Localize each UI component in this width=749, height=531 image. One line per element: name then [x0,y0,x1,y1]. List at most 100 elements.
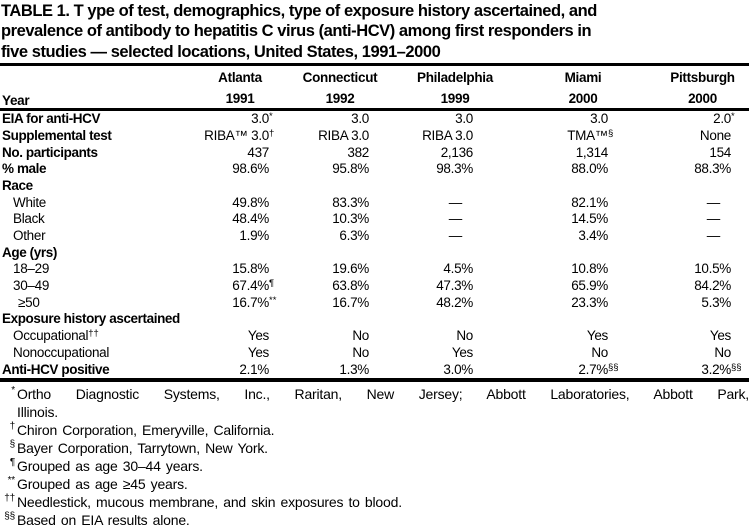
table-cell: — [611,228,734,245]
table-cell: None [611,128,734,145]
table-cell: 437 [200,145,272,162]
table-cell: 3.0% [372,362,476,379]
footnote: * Ortho Diagnostic Systems, Inc., Raritan… [0,385,749,421]
table-cell: 3.0 [476,111,611,128]
row-label-text: No. participants [2,144,98,160]
column-header-city: Philadelphia [417,70,493,86]
table-cell: 3.2%§§ [701,361,742,377]
table-cell: 3.0 [272,111,372,128]
header-year-row: Year 1991 1992 1999 2000 2000 [0,87,749,108]
table-row: 18–29 15.8% 19.6% 4.5% 10.8% 10.5% [0,261,749,278]
row-label-text: Anti-HCV positive [2,361,110,377]
row-label-text: 30–49 [13,278,50,294]
table-cell: Yes [611,328,734,345]
table-cell: No [611,345,734,362]
table-cell: 15.8% [200,261,272,278]
table-cell: 154 [611,145,734,162]
table-cell: 82.1% [476,195,611,212]
table-row: EIA for anti-HCV 3.0* 3.0 3.0 3.0 2.0* [0,111,749,128]
footnote-text: Needlestick, mucous membrane, and skin e… [17,494,402,511]
table-cell: 49.8% [200,195,272,212]
column-header-year: 1991 [225,91,255,107]
table-cell: — [611,195,734,212]
row-label: Occupational†† [0,328,200,345]
table-cell: RIBA™ 3.0† [204,127,275,143]
footnote: †† Needlestick, mucous membrane, and skin… [0,493,749,511]
table-cell: 95.8% [272,161,372,178]
cell-value: 48.2% [436,294,473,310]
row-label: ≥50 [0,295,200,312]
row-label: % male [0,161,200,178]
cell-value: No [456,328,473,344]
table-cell: Yes [200,345,272,362]
table-cell: 48.2% [372,295,476,312]
table-cell: 1.9% [200,228,272,245]
row-label: No. participants [0,145,200,162]
cell-value: 1.9% [239,228,269,244]
table-cell: 3.0* [251,111,273,127]
cell-value: 3.0 [455,111,473,127]
row-label: Black [0,211,200,228]
footnote-marker: ** [7,475,16,487]
footnote-marker: §§ [4,511,15,523]
row-label-text: % male [2,161,47,177]
row-label-text: EIA for anti-HCV [2,111,101,127]
table-cell: No [476,345,611,362]
cell-value: Yes [451,344,473,360]
cell-value: 6.3% [339,228,369,244]
cell-value: No [352,328,369,344]
row-label: Supplemental test [0,128,200,145]
cell-value: 48.4% [232,211,269,227]
cell-value: 19.6% [332,261,369,277]
cell-value: 10.3% [332,211,369,227]
column-header-city: Miami [564,70,602,86]
footnote-text: Chiron Corporation, Emeryville, Californ… [17,422,275,439]
table-cell: 19.6% [272,261,372,278]
table-title: TABLE 1. T ype of test, demographics, ty… [0,0,749,62]
table-cell: RIBA 3.0 [372,128,476,145]
table-cell: TMA™§ [567,127,614,143]
table-cell: 3.4% [476,228,611,245]
row-label-text: 18–29 [13,261,50,277]
footnote-text: Ortho Diagnostic Systems, Inc., Raritan,… [17,385,749,421]
table-cell: 10.5% [611,261,734,278]
table-cell: No [272,328,372,345]
table-cell: 67.4%¶ [232,278,275,294]
cell-value: 14.5% [571,211,608,227]
cell-value: Yes [586,328,608,344]
cell-value: 3.4% [578,228,608,244]
table-cell: 83.3% [272,195,372,212]
cell-value: 3.0 [251,111,269,127]
footnote-text: Grouped as age ≥45 years. [17,476,188,493]
table-cell: 3.0 [372,111,476,128]
cell-value: 67.4% [232,278,269,294]
table-cell: 4.5% [372,261,476,278]
column-header-city: Pittsburgh [670,70,735,86]
cell-value: — [448,211,463,227]
footnote-marker: ¶ [9,457,15,469]
table-cell: Yes [476,328,611,345]
footnote-marker: † [9,421,16,433]
row-label: Nonoccupational [0,345,200,362]
cell-value: 83.3% [332,194,369,210]
row-label-text: Supplemental test [2,127,112,143]
cell-value: 88.3% [694,161,731,177]
column-header-city: Atlanta [218,70,262,86]
cell-value: 3.0% [443,361,473,377]
row-label: EIA for anti-HCV [0,111,200,128]
cell-value: 2.1% [239,361,269,377]
cell-value: 10.5% [694,261,731,277]
footnotes: * Ortho Diagnostic Systems, Inc., Raritan… [0,382,749,529]
table-cell: 2.1% [200,362,272,379]
row-label-text: Occupational [13,328,89,344]
cell-value: 3.0 [351,111,369,127]
row-label: Age (yrs) [0,245,200,262]
table-cell: 2.7%§§ [578,361,619,377]
footnote-text: Bayer Corporation, Tarrytown, New York. [17,440,268,457]
table-cell: Yes [372,345,476,362]
footnote-text: Grouped as age 30–44 years. [17,458,203,475]
rule-below-title [0,63,749,67]
cell-value: 98.3% [436,161,473,177]
row-label-text: Race [2,177,33,193]
table-cell: 88.3% [611,161,734,178]
